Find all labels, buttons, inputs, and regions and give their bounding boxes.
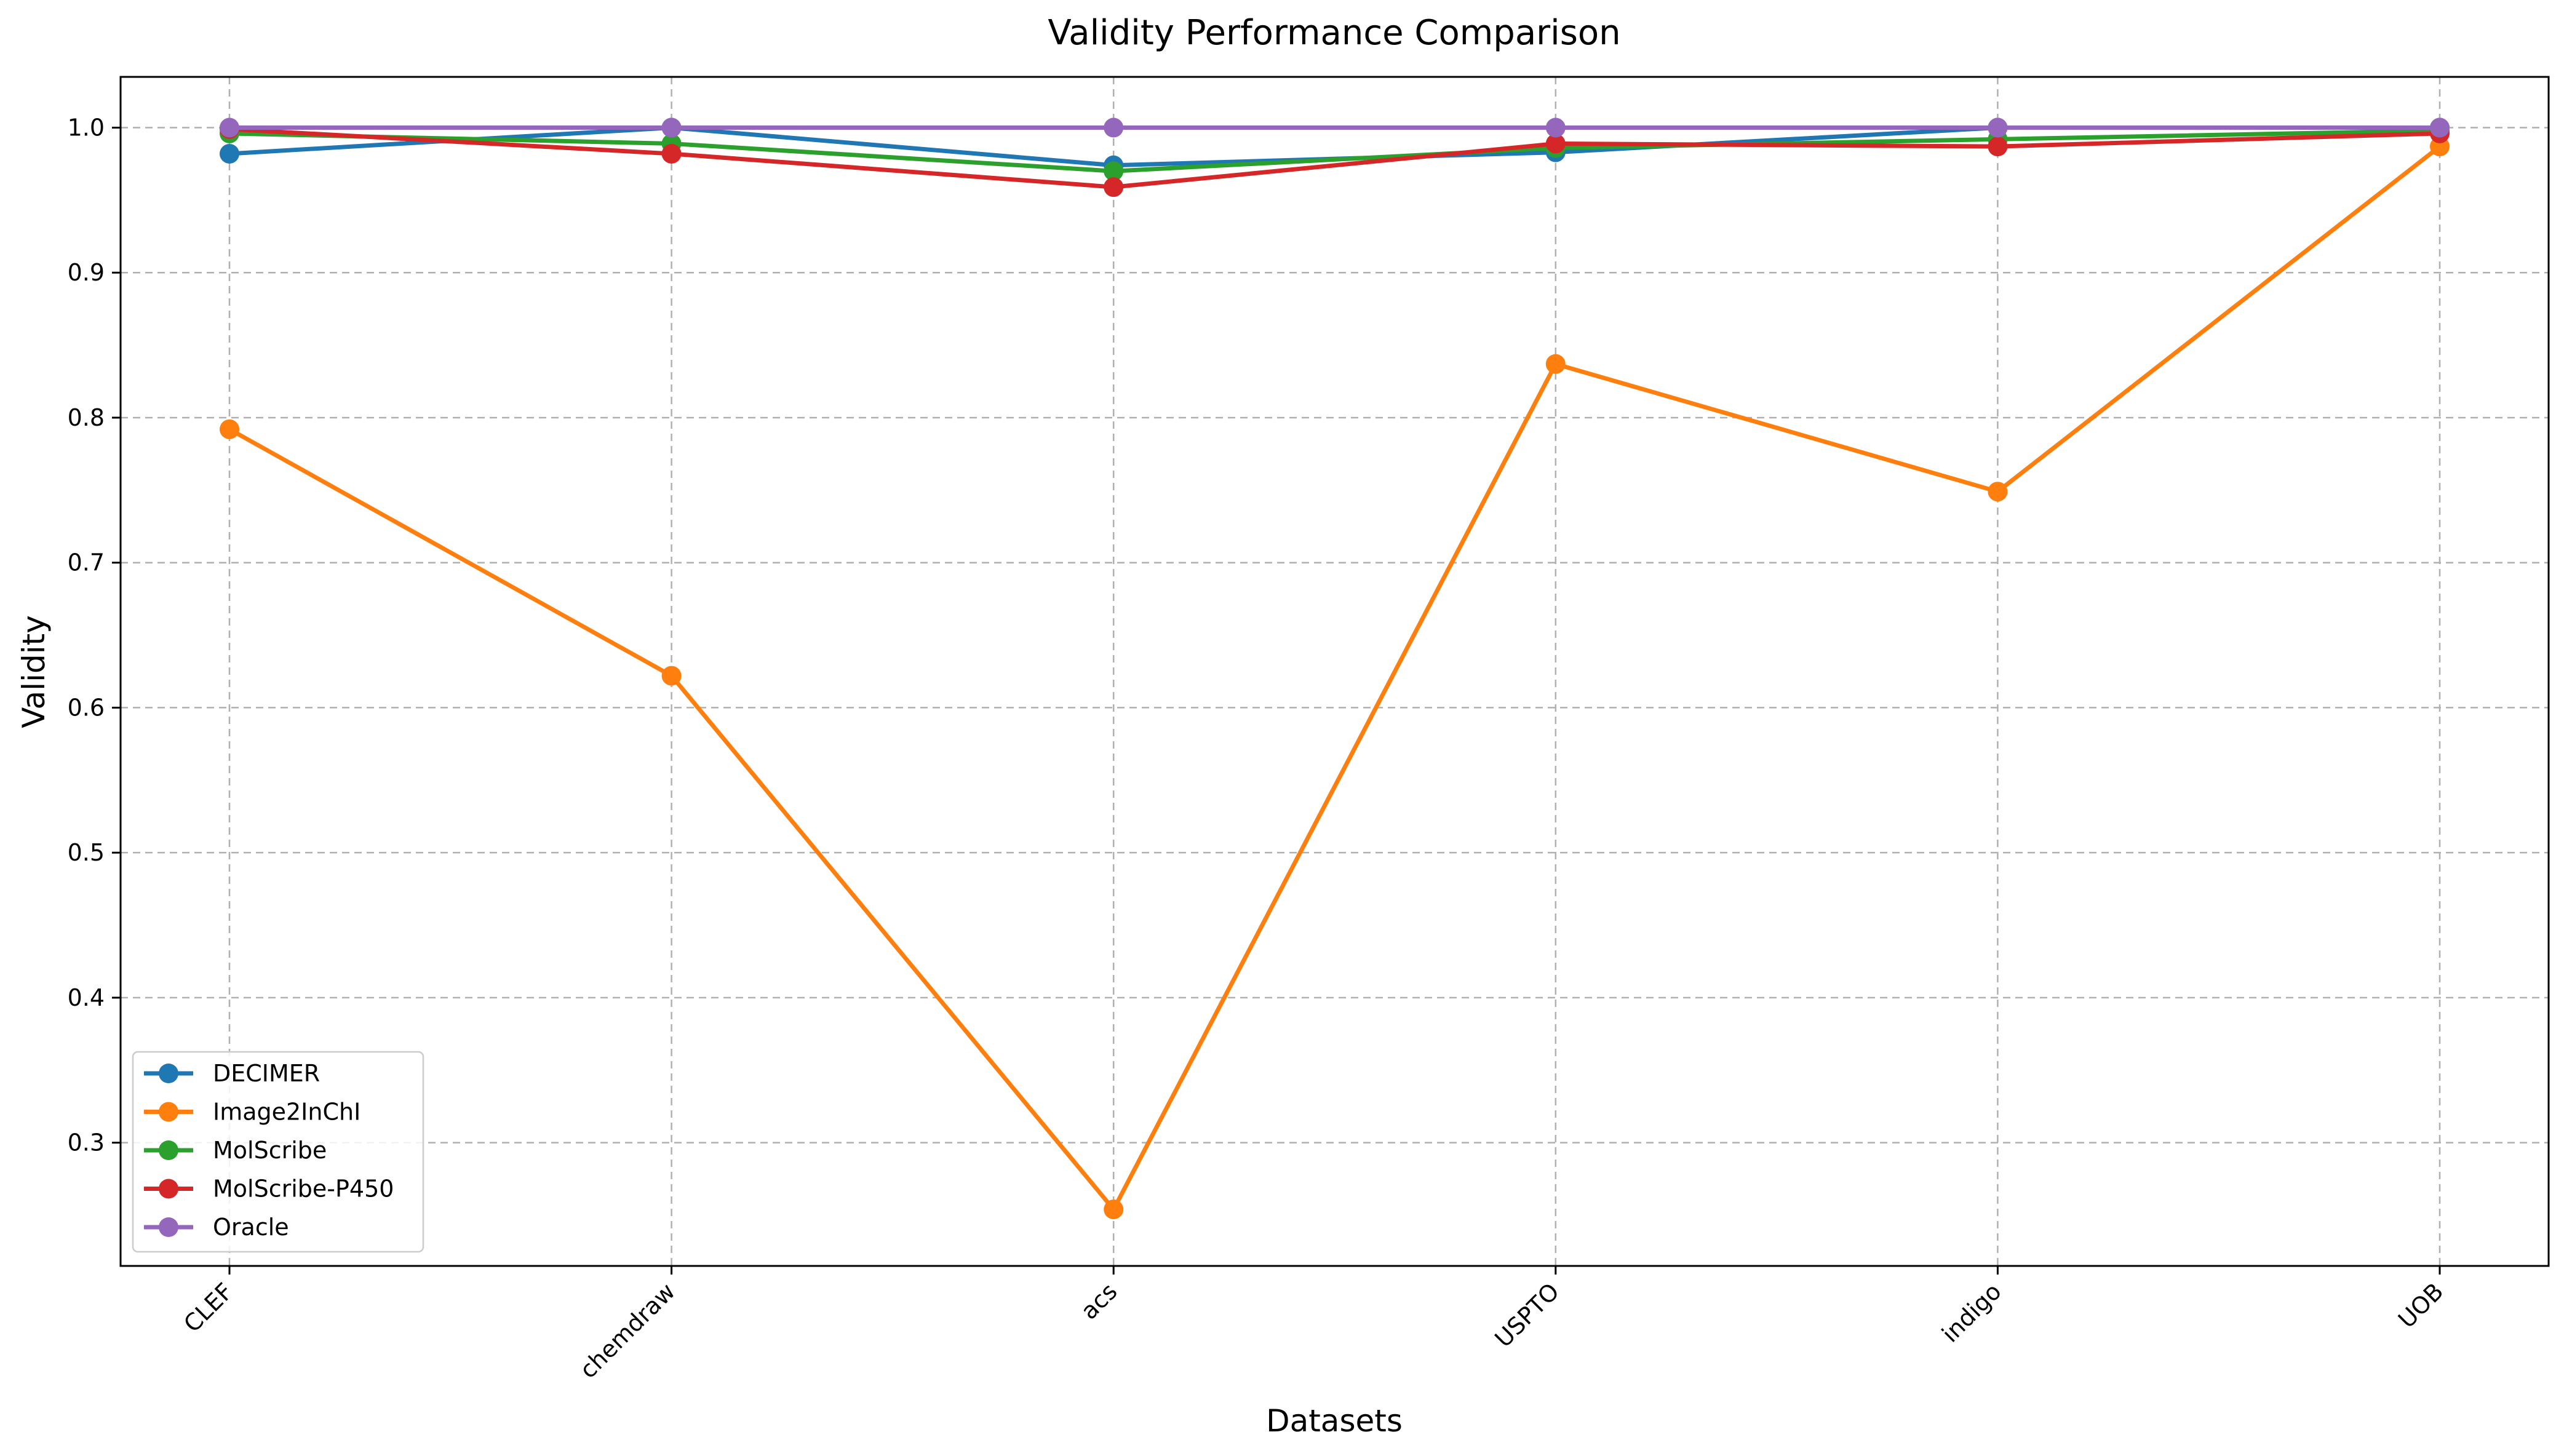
y-tick-label: 0.7 [68, 549, 105, 576]
series-line [228, 145, 2442, 1212]
data-point [1545, 133, 1566, 154]
data-point [220, 117, 239, 138]
data-point [1545, 354, 1566, 374]
y-tick-label: 0.6 [68, 694, 105, 721]
data-point [220, 419, 239, 439]
data-point [1104, 177, 1124, 197]
y-tick-label: 0.5 [68, 839, 105, 866]
x-tick-label: chemdraw [575, 1278, 680, 1383]
plot-frame [119, 76, 2550, 1267]
data-point [1104, 161, 1124, 181]
legend-label: MolScribe [213, 1137, 327, 1164]
data-point [1988, 137, 2008, 157]
y-tick-label: 0.8 [68, 404, 105, 431]
data-point [1988, 117, 2008, 138]
data-point [2430, 117, 2450, 138]
series-layer [220, 117, 2450, 1220]
grid-lines [121, 77, 2549, 1266]
legend-label: MolScribe-P450 [213, 1176, 394, 1203]
data-point [1988, 482, 2008, 502]
x-tick-label: CLEF [178, 1278, 238, 1337]
x-tick-label: USPTO [1490, 1278, 1565, 1353]
data-point [661, 143, 682, 164]
y-axis-label: Validity [16, 615, 52, 728]
chart-title: Validity Performance Comparison [1048, 13, 1620, 53]
x-tick-label: acs [1075, 1278, 1122, 1324]
data-point [1545, 117, 1566, 138]
axis-ticks: CLEF chemdraw acs USPTO indigo UOB 0.3 0.4 0.5 0.… [68, 114, 2449, 1384]
series-line [229, 127, 2440, 189]
x-tick-label: UOB [2393, 1278, 2448, 1333]
legend-swatch-marker [159, 1102, 178, 1122]
series-line [229, 128, 2440, 173]
legend-swatch-marker [159, 1217, 178, 1237]
y-tick-label: 1.0 [68, 114, 105, 141]
legend: DECIMER Image2InChI MolScribe MolScribe-P45… [132, 1051, 424, 1253]
data-point [1104, 117, 1124, 138]
x-axis-label: Datasets [1266, 1403, 1403, 1439]
legend-swatch-marker [159, 1064, 178, 1083]
series-oracle [220, 117, 2450, 138]
data-point [1104, 1199, 1124, 1220]
legend-swatch-marker [159, 1179, 178, 1199]
legend-swatch-marker [159, 1140, 178, 1160]
x-tick-label: indigo [1937, 1278, 2007, 1348]
legend-label: Oracle [213, 1214, 289, 1241]
data-point [661, 117, 682, 138]
y-tick-label: 0.3 [68, 1129, 105, 1156]
y-tick-label: 0.9 [68, 259, 105, 286]
data-point [661, 666, 682, 686]
series-image2inchi [220, 137, 2450, 1220]
legend-label: DECIMER [213, 1060, 320, 1087]
legend-label: Image2InChI [213, 1099, 360, 1126]
legend-box [132, 1051, 424, 1253]
data-point [220, 143, 239, 164]
y-tick-label: 0.4 [68, 984, 105, 1011]
